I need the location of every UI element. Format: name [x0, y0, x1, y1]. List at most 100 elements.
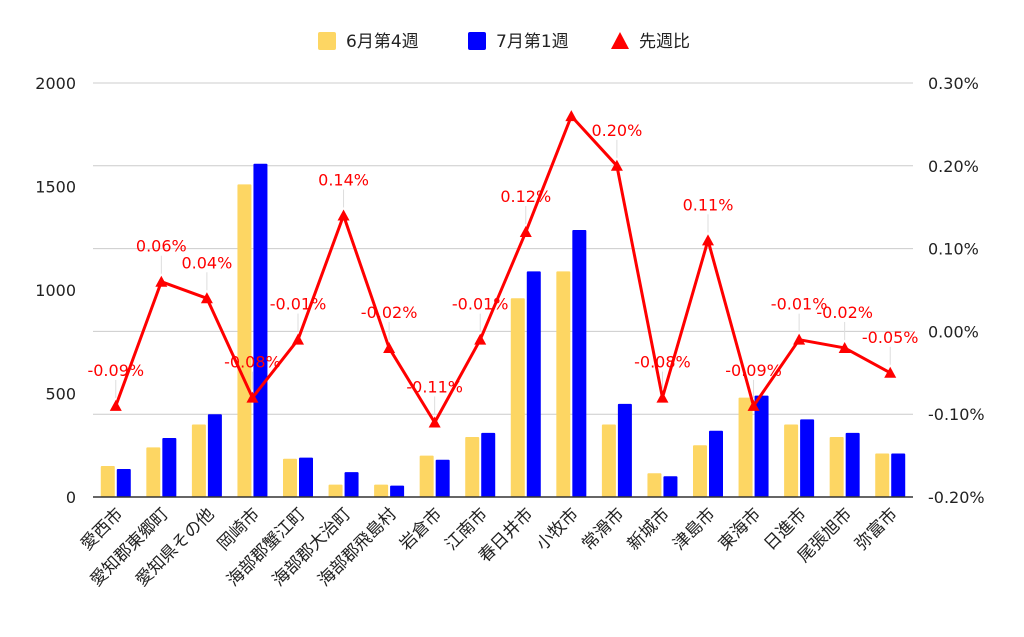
ratio-point [519, 226, 532, 238]
legend-swatch [318, 32, 336, 50]
left-tick-label: 500 [45, 385, 76, 404]
bar-week-7-1 [845, 432, 860, 497]
ratio-point [702, 234, 714, 246]
bar-week-6-4 [374, 484, 389, 497]
ratio-point [200, 292, 213, 304]
ratio-point [793, 333, 806, 345]
bar-week-6-4 [693, 445, 707, 497]
ratio-point [747, 399, 760, 411]
bar-week-6-4 [738, 397, 753, 497]
bar-week-7-1 [116, 469, 131, 497]
bar-week-6-4 [146, 447, 161, 497]
data-label: -0.09% [725, 361, 782, 380]
ratio-point [246, 391, 259, 403]
bar-week-7-1 [390, 485, 405, 497]
category-label: 岩倉市 [396, 504, 446, 554]
category-label: 小牧市 [533, 504, 583, 554]
bar-week-7-1 [617, 403, 632, 497]
right-tick-label: 0.00% [928, 322, 979, 341]
ratio-line-path [114, 114, 891, 424]
bar-week-6-4 [510, 298, 525, 497]
ratio-point [383, 341, 396, 353]
bar-week-6-4 [465, 436, 480, 497]
legend: 6月第4週 7月第1週 先週比 [318, 32, 690, 52]
data-label: 0.12% [500, 187, 551, 206]
data-label: 0.11% [683, 195, 734, 214]
bar-week-6-4 [419, 455, 434, 497]
category-label: 東海市 [715, 504, 765, 554]
left-tick-label: 1000 [35, 281, 76, 300]
data-label: 0.06% [136, 237, 187, 256]
legend-label: 7月第1週 [496, 32, 569, 52]
right-tick-label: -0.20% [928, 488, 985, 507]
data-label: 0.04% [181, 253, 232, 272]
bar-week-7-1 [162, 438, 177, 497]
left-tick-label: 0 [66, 488, 76, 507]
legend-swatch [468, 32, 486, 50]
category-label: 弥富市 [852, 504, 902, 554]
legend-label: 先週比 [639, 32, 690, 52]
bar-week-6-4 [237, 184, 252, 497]
data-label: -0.01% [452, 295, 509, 314]
bars [100, 163, 906, 498]
bar-week-7-1 [754, 395, 769, 497]
ratio-point [292, 333, 304, 345]
bar-week-7-1 [299, 457, 313, 497]
bar-week-6-4 [283, 458, 297, 497]
ratio-point [155, 275, 168, 287]
right-tick-label: 0.30% [928, 74, 979, 93]
bar-week-6-4 [875, 453, 890, 497]
bar-week-6-4 [601, 424, 616, 497]
ratio-point [337, 209, 350, 221]
bar-week-7-1 [663, 476, 678, 497]
ratio-line: -0.09%0.06%0.04%-0.08%-0.01%0.14%-0.02%-… [87, 110, 919, 428]
bar-week-7-1 [481, 432, 496, 497]
data-label: -0.02% [816, 303, 873, 322]
bar-week-7-1 [891, 453, 906, 497]
left-tick-label: 1500 [35, 178, 76, 197]
data-label: -0.11% [406, 377, 463, 396]
bar-week-7-1 [207, 414, 222, 497]
bar-week-6-4 [784, 424, 799, 497]
right-tick-label: 0.10% [928, 240, 979, 259]
ratio-point [838, 341, 851, 353]
bar-week-7-1 [526, 271, 541, 497]
data-label: -0.08% [224, 353, 281, 372]
bar-week-7-1 [800, 419, 815, 497]
ratio-point [656, 391, 669, 403]
ratio-point [565, 110, 578, 122]
bar-week-6-4 [556, 271, 571, 497]
right-tick-label: 0.20% [928, 157, 979, 176]
bar-week-7-1 [435, 459, 450, 497]
category-label: 常滑市 [578, 504, 628, 554]
ratio-point [109, 399, 122, 411]
data-label: -0.01% [270, 295, 327, 314]
legend-triangle-icon [611, 32, 629, 49]
left-tick-label: 2000 [35, 74, 76, 93]
data-label: -0.02% [361, 303, 418, 322]
bar-week-6-4 [328, 484, 343, 497]
ratio-point [884, 366, 897, 378]
bar-week-7-1 [709, 430, 723, 497]
bar-week-7-1 [344, 472, 359, 497]
ratio-point [428, 416, 441, 428]
data-label: -0.09% [87, 361, 144, 380]
data-label: -0.05% [862, 328, 919, 347]
bar-week-7-1 [253, 163, 268, 498]
ratio-point [474, 333, 487, 345]
data-label: -0.01% [771, 295, 828, 314]
bar-week-6-4 [100, 465, 115, 497]
right-tick-label: -0.10% [928, 405, 985, 424]
axes: -0.20% -0.10% 0.00% 0.10% 0.20% 0.30% 0 500 1000… [35, 74, 984, 591]
legend-label: 6月第4週 [346, 32, 419, 52]
bar-week-7-1 [572, 229, 587, 497]
data-label: -0.08% [634, 353, 691, 372]
gridlines [93, 82, 913, 415]
bar-week-6-4 [647, 473, 662, 497]
category-label: 新城市 [624, 504, 674, 554]
bar-week-6-4 [829, 436, 844, 497]
ratio-point [610, 159, 623, 171]
data-label: 0.20% [591, 121, 642, 140]
category-label: 津島市 [669, 504, 719, 554]
